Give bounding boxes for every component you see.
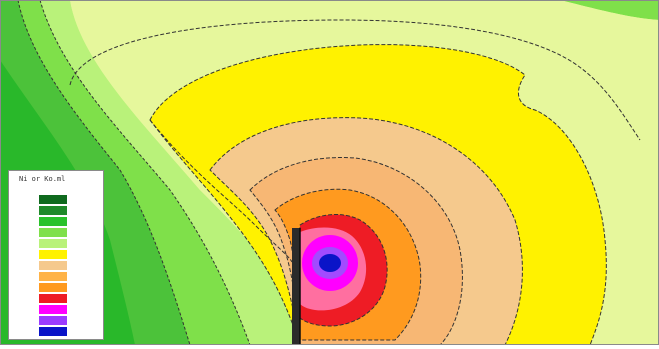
legend-entry — [13, 239, 101, 249]
legend-entry — [13, 272, 101, 282]
contour-line-left-1 — [17, 0, 191, 346]
contour-region-blue-core — [319, 254, 341, 272]
legend-swatch — [39, 239, 67, 248]
legend-title: Ni or Ko.ml — [19, 175, 66, 183]
legend-swatch — [39, 316, 67, 325]
legend-entry — [13, 327, 101, 337]
contour-region-top-green — [560, 0, 659, 20]
legend-entry — [13, 305, 101, 315]
legend-entry — [13, 250, 101, 260]
legend-swatch — [39, 206, 67, 215]
legend-swatch — [39, 327, 67, 336]
legend-swatch — [39, 294, 67, 303]
legend-swatch — [39, 272, 67, 281]
legend: Ni or Ko.ml — [8, 170, 104, 340]
legend-swatch — [39, 250, 67, 259]
contour-line-outer-light — [69, 19, 641, 141]
legend-entry — [13, 316, 101, 326]
legend-entry — [13, 195, 101, 205]
legend-entry — [13, 206, 101, 216]
legend-entry — [13, 217, 101, 227]
legend-entry — [13, 228, 101, 238]
contour-line-left-2 — [39, 0, 251, 346]
contour-line-diagonal — [149, 119, 293, 263]
legend-swatch — [39, 261, 67, 270]
legend-swatch — [39, 228, 67, 237]
legend-entry — [13, 294, 101, 304]
legend-swatch — [39, 217, 67, 226]
vertical-wall — [292, 228, 300, 345]
legend-entry — [13, 261, 101, 271]
legend-swatch — [39, 195, 67, 204]
legend-entry — [13, 283, 101, 293]
legend-swatch — [39, 305, 67, 314]
legend-swatch — [39, 283, 67, 292]
